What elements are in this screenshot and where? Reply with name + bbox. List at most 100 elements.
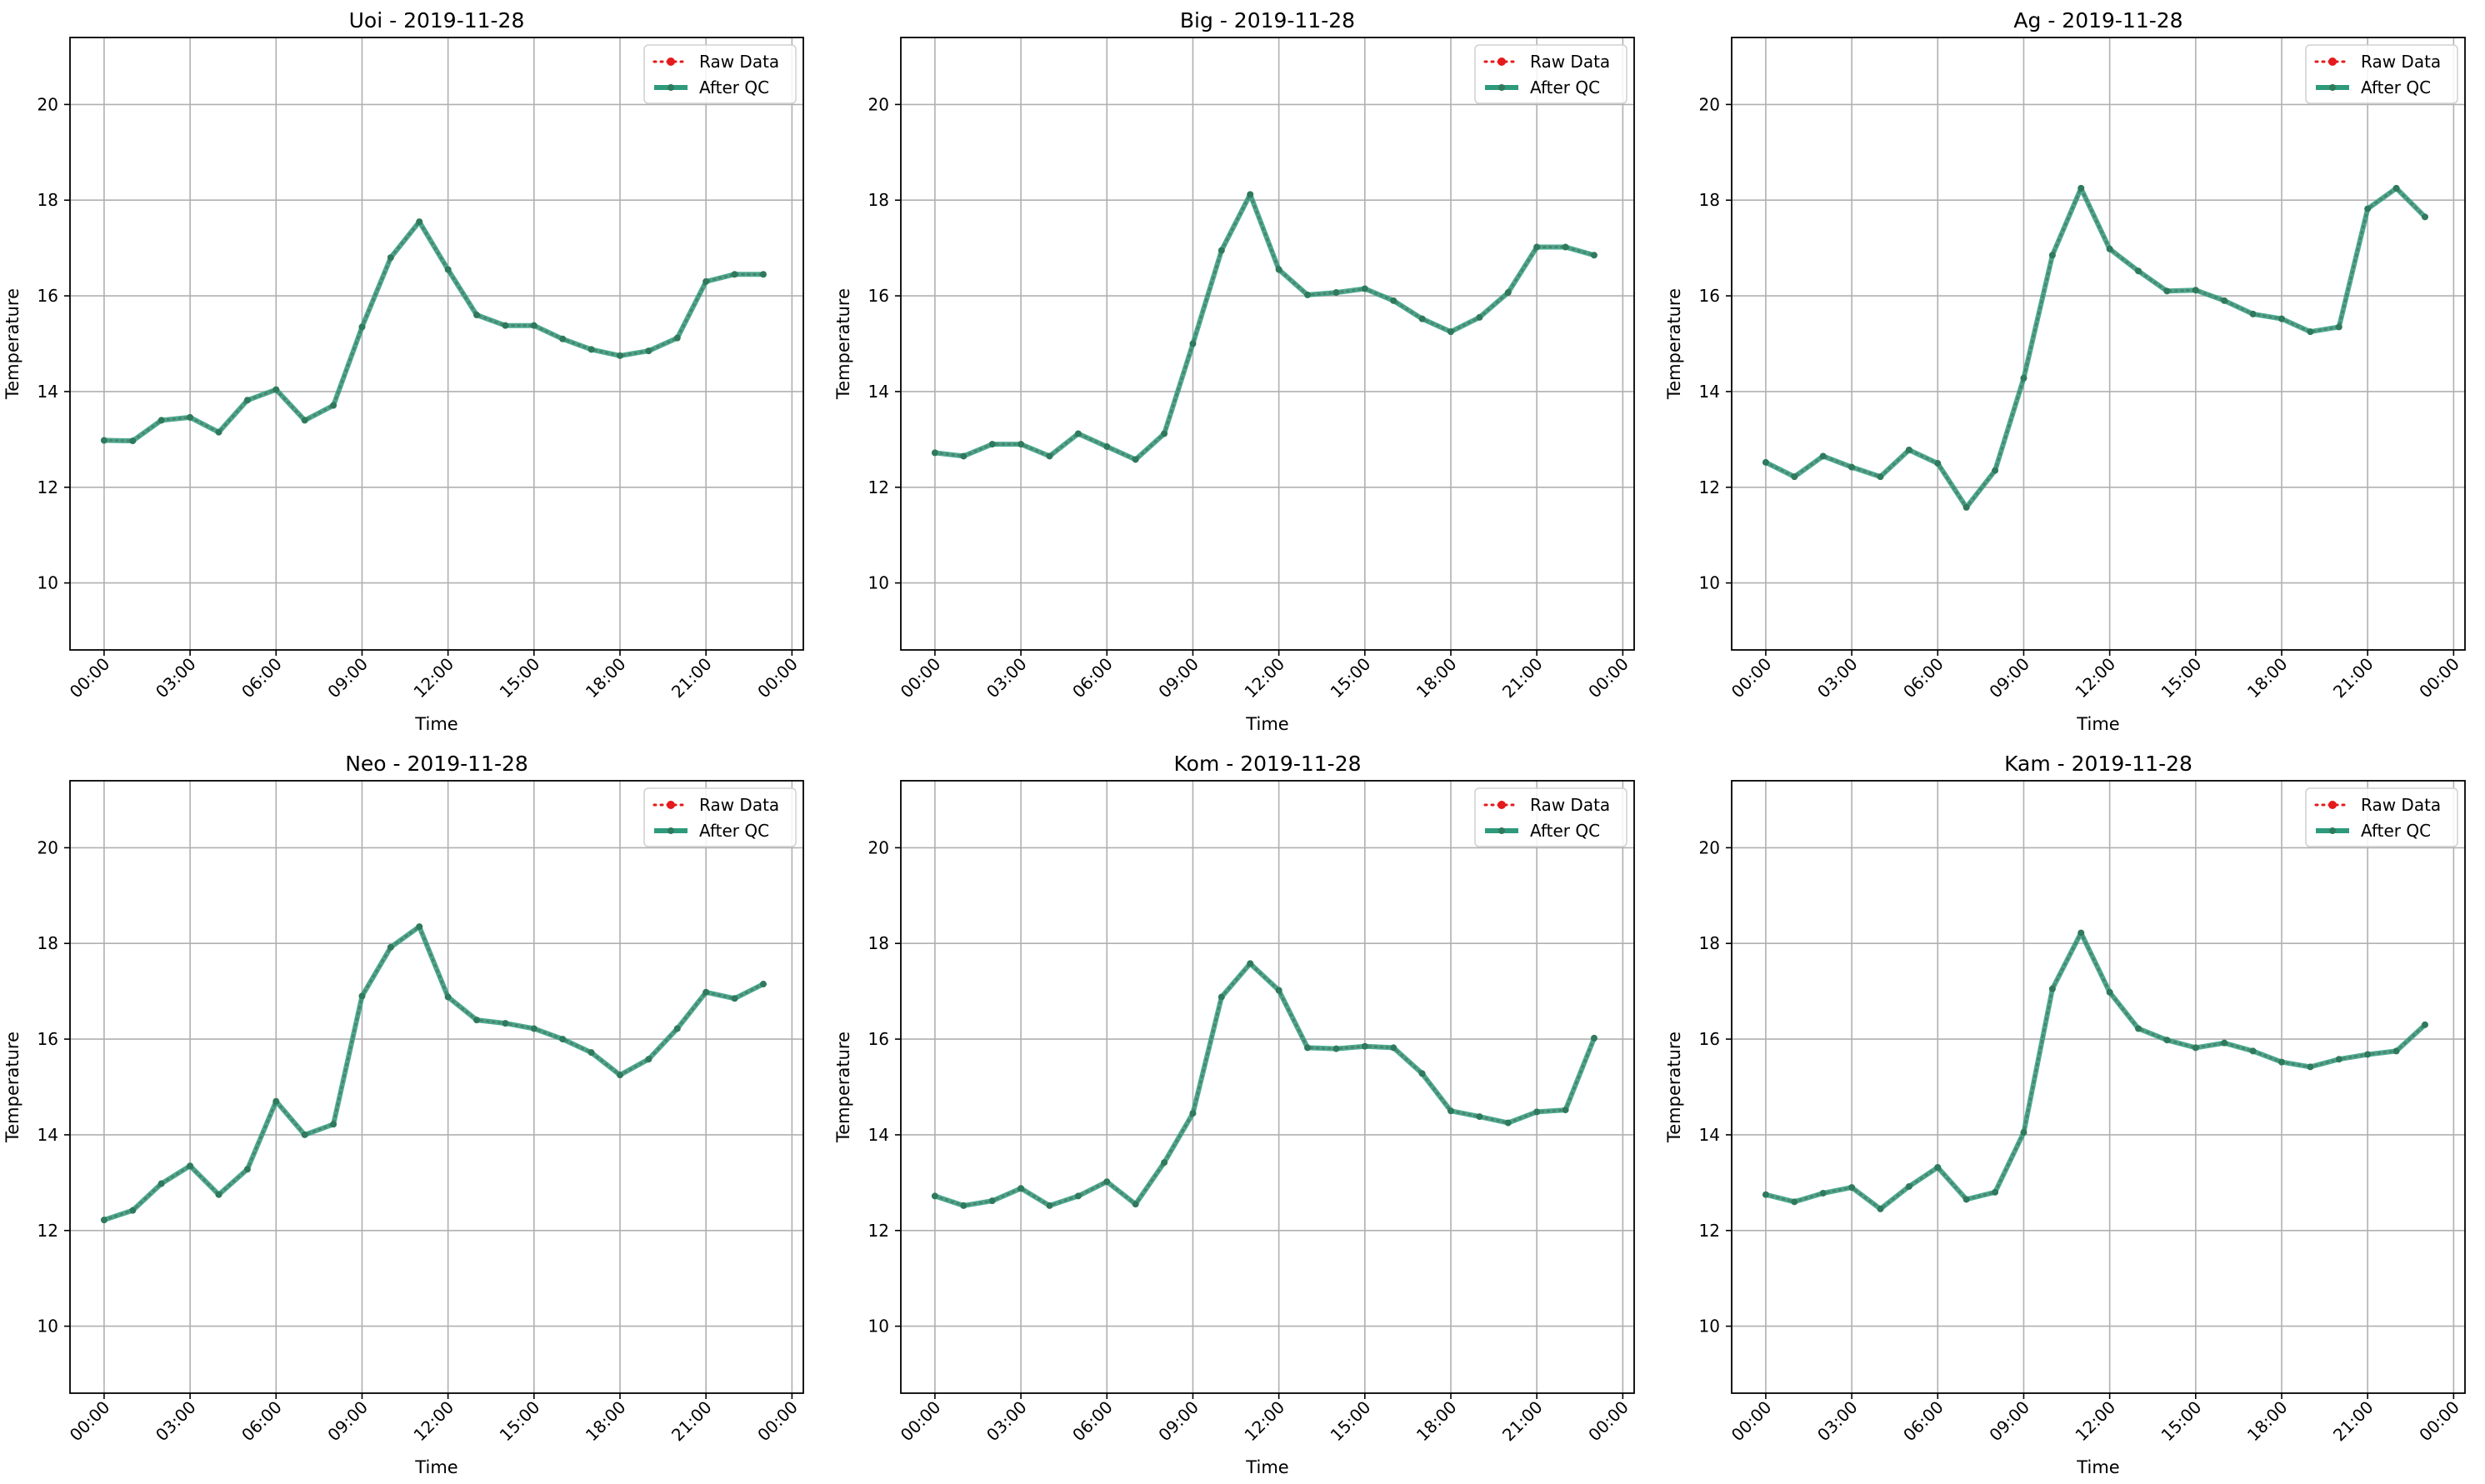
x-tick-label: 03:00 xyxy=(152,1397,200,1446)
data-point xyxy=(158,417,165,424)
subplot-title: Big - 2019-11-28 xyxy=(1180,8,1355,32)
data-point xyxy=(100,437,108,444)
data-point xyxy=(2249,1047,2257,1055)
data-point xyxy=(530,1025,538,1032)
data-point xyxy=(1161,430,1168,437)
legend-raw-label: Raw Data xyxy=(699,795,779,815)
data-point xyxy=(1189,1110,1197,1117)
x-tick-label: 06:00 xyxy=(238,654,286,702)
plot-area xyxy=(1732,37,2465,650)
axes-frame xyxy=(69,37,804,651)
y-tick-label: 20 xyxy=(38,94,58,114)
x-axis-label: Time xyxy=(1245,714,1288,734)
data-point xyxy=(2335,1056,2342,1063)
data-point xyxy=(1103,442,1111,450)
data-point xyxy=(1418,315,1426,322)
data-point xyxy=(617,352,623,359)
data-point xyxy=(1218,993,1225,1001)
data-point xyxy=(731,271,738,278)
y-axis-label: Temperature xyxy=(833,288,853,400)
x-axis-label: Time xyxy=(1245,1457,1288,1477)
data-point xyxy=(1905,446,1912,453)
after-qc-line xyxy=(1765,930,2428,1212)
y-tick-label: 12 xyxy=(1699,1221,1720,1241)
y-tick-label: 18 xyxy=(1699,933,1720,953)
y-tick-label: 10 xyxy=(1699,1317,1720,1337)
y-tick-label: 18 xyxy=(868,190,889,210)
y-tick-label: 12 xyxy=(38,477,58,497)
y-axis-label: Temperature xyxy=(833,1032,853,1143)
data-point xyxy=(1791,1198,1798,1206)
data-point xyxy=(1275,266,1282,273)
x-tick-label: 12:00 xyxy=(2071,654,2119,702)
data-point xyxy=(1877,473,1884,481)
data-point xyxy=(416,218,423,226)
data-point xyxy=(1992,1188,1999,1196)
data-point xyxy=(2078,184,2085,192)
data-point xyxy=(1304,1044,1312,1052)
data-point xyxy=(673,334,681,342)
y-tick-label: 18 xyxy=(38,933,58,953)
y-tick-label: 20 xyxy=(38,837,58,857)
legend-qc-label: After QC xyxy=(1530,77,1600,97)
data-point xyxy=(1791,473,1798,481)
x-tick-label: 21:00 xyxy=(2329,1397,2378,1446)
data-point xyxy=(1390,1044,1398,1052)
x-tick-label: 15:00 xyxy=(1327,1397,1375,1446)
x-tick-label: 15:00 xyxy=(2158,1397,2206,1446)
x-tick-label: 09:00 xyxy=(1154,654,1202,702)
subplot-title: Neo - 2019-11-28 xyxy=(345,752,528,776)
data-point xyxy=(1275,987,1282,994)
x-tick-label: 03:00 xyxy=(982,654,1031,702)
data-point xyxy=(645,347,652,355)
data-point xyxy=(2364,1051,2372,1058)
data-point xyxy=(1590,252,1598,259)
data-point xyxy=(2392,184,2400,192)
plot-area xyxy=(1732,781,2465,1393)
legend-qc-marker xyxy=(668,827,674,834)
y-tick-label: 16 xyxy=(1699,286,1720,306)
legend-qc-marker xyxy=(2329,827,2336,834)
data-point xyxy=(502,322,509,329)
data-point xyxy=(2421,213,2428,221)
data-point xyxy=(588,346,595,353)
data-point xyxy=(1361,1042,1368,1050)
x-tick-label: 18:00 xyxy=(2243,1397,2292,1446)
data-point xyxy=(444,993,452,1001)
data-point xyxy=(673,1025,681,1032)
legend: Raw Data After QC xyxy=(643,44,797,104)
data-point xyxy=(988,441,996,448)
data-point xyxy=(502,1020,509,1027)
plot-area xyxy=(70,781,803,1393)
x-tick-label: 12:00 xyxy=(1240,654,1288,702)
data-point xyxy=(702,277,710,285)
data-point xyxy=(1533,1108,1541,1116)
x-tick-label: 06:00 xyxy=(1899,1397,1948,1446)
x-tick-label: 00:00 xyxy=(1584,1397,1632,1446)
data-point xyxy=(215,1191,222,1198)
data-point xyxy=(645,1056,652,1063)
data-point xyxy=(444,266,452,273)
legend-raw-label: Raw Data xyxy=(1530,52,1610,72)
y-tick-label: 14 xyxy=(38,382,58,402)
x-axis-label: Time xyxy=(414,1457,458,1477)
data-point xyxy=(1504,1119,1512,1127)
x-tick-label: 12:00 xyxy=(409,654,458,702)
data-point xyxy=(2278,315,2285,322)
subplot-2: 10 12 14 16 18 20 00:00 03:00 06:00 09:00 12:00 15:… xyxy=(833,8,1635,734)
legend-raw-marker xyxy=(2328,57,2337,66)
legend-qc-label: After QC xyxy=(699,77,769,97)
data-point xyxy=(243,397,251,404)
y-tick-label: 16 xyxy=(38,1029,58,1049)
data-point xyxy=(1562,1107,1569,1114)
data-point xyxy=(187,1162,194,1170)
data-point xyxy=(358,323,366,331)
x-tick-label: 00:00 xyxy=(897,1397,945,1446)
data-point xyxy=(702,988,710,996)
data-point xyxy=(2249,310,2257,317)
axes-frame xyxy=(1731,37,2466,651)
legend-raw-marker xyxy=(2328,801,2337,809)
x-tick-label: 12:00 xyxy=(1240,1397,1288,1446)
data-point xyxy=(129,437,137,445)
